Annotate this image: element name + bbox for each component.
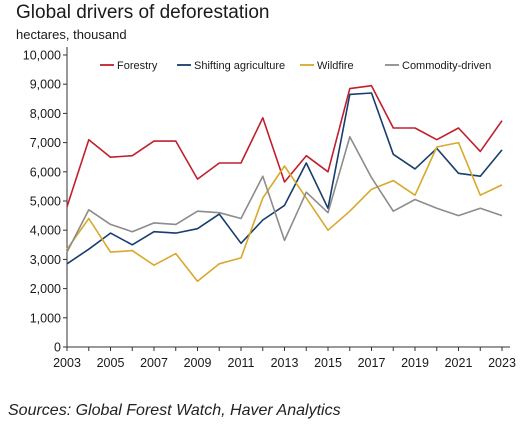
chart-title: Global drivers of deforestation (16, 2, 270, 23)
x-axis-ticks: 2003 2005 2007 2009 2011 2013 2015 2017 2019 2021… (53, 347, 516, 370)
legend-label: Forestry (117, 60, 158, 72)
series-line-commodity-driven (66, 136, 503, 253)
x-tick-label: 2011 (228, 356, 255, 370)
y-tick-label: 7,000 (30, 136, 61, 150)
legend-label: Shifting agriculture (194, 60, 285, 72)
y-tick-label: 0 (54, 341, 61, 355)
y-tick-label: 4,000 (30, 224, 61, 238)
y-tick-label: 5,000 (30, 195, 61, 209)
source-note: Sources: Global Forest Watch, Haver Anal… (8, 402, 341, 419)
x-tick-label: 2005 (97, 356, 125, 370)
series-lines (66, 84, 503, 283)
y-axis-ticks: 0 1,000 2,000 3,000 4,000 5,000 6,000 7,000 8,00… (23, 49, 67, 355)
x-tick-label: 2023 (488, 356, 516, 370)
axes (66, 47, 510, 348)
y-tick-label: 9,000 (30, 78, 61, 92)
series-line-wildfire (66, 141, 503, 283)
y-tick-label: 8,000 (30, 107, 61, 121)
x-tick-label: 2003 (53, 356, 81, 370)
x-tick-label: 2009 (184, 356, 212, 370)
series-line-shifting-agriculture (66, 92, 503, 265)
legend-label: Wildfire (317, 60, 354, 72)
x-tick-label: 2013 (271, 356, 299, 370)
x-tick-label: 2021 (445, 356, 473, 370)
legend-label: Commodity-driven (402, 60, 491, 72)
x-tick-label: 2019 (401, 356, 429, 370)
y-tick-label: 2,000 (30, 282, 61, 296)
y-tick-label: 6,000 (30, 165, 61, 179)
series-line-forestry (66, 84, 503, 208)
legend: Forestry Shifting agriculture Wildfire Comm… (100, 60, 491, 72)
y-tick-label: 10,000 (23, 49, 61, 63)
y-tick-label: 3,000 (30, 253, 61, 267)
x-tick-label: 2007 (140, 356, 168, 370)
y-tick-label: 1,000 (30, 311, 61, 325)
x-tick-label: 2015 (314, 356, 342, 370)
x-tick-label: 2017 (358, 356, 386, 370)
chart-subtitle: hectares, thousand (16, 27, 127, 42)
